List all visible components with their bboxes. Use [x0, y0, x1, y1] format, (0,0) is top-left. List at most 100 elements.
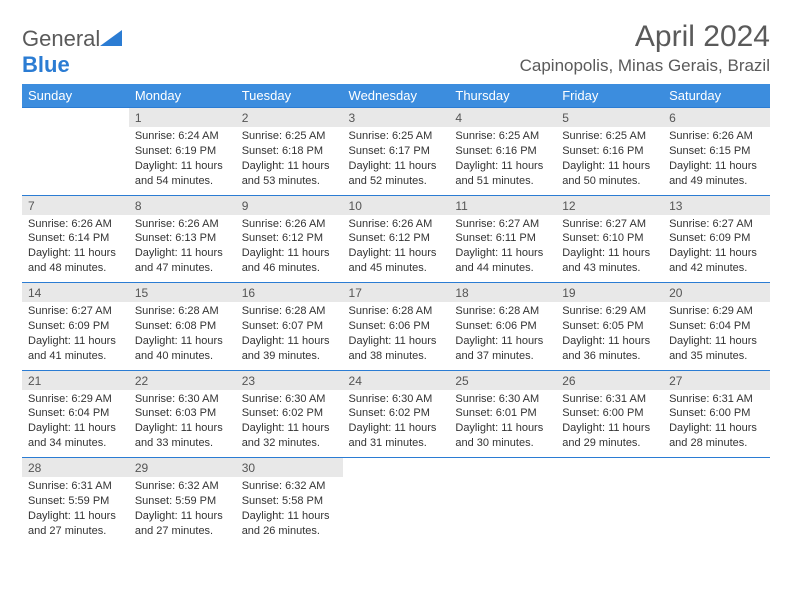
day-number-cell: 8 [129, 195, 236, 215]
day-number-cell: 22 [129, 370, 236, 390]
daylight-text: Daylight: 11 hours and 42 minutes. [669, 247, 757, 274]
day-number-cell: 3 [343, 108, 450, 128]
sunrise-text: Sunrise: 6:32 AM [242, 480, 326, 492]
logo: General Blue [22, 26, 122, 78]
sunset-text: Sunset: 6:15 PM [669, 145, 750, 157]
logo-triangle-icon [100, 30, 122, 46]
day-number-cell: 7 [22, 195, 129, 215]
day-number-row: 282930 [22, 458, 770, 478]
daylight-text: Daylight: 11 hours and 27 minutes. [135, 510, 223, 537]
day-content-cell: Sunrise: 6:30 AMSunset: 6:02 PMDaylight:… [343, 390, 450, 458]
sunrise-text: Sunrise: 6:25 AM [562, 130, 646, 142]
daylight-text: Daylight: 11 hours and 45 minutes. [349, 247, 437, 274]
sunrise-text: Sunrise: 6:29 AM [28, 393, 112, 405]
sunrise-text: Sunrise: 6:26 AM [669, 130, 753, 142]
sunset-text: Sunset: 5:58 PM [242, 495, 323, 507]
day-content-cell: Sunrise: 6:26 AMSunset: 6:12 PMDaylight:… [236, 215, 343, 283]
day-content-cell [22, 127, 129, 195]
day-content-cell: Sunrise: 6:31 AMSunset: 6:00 PMDaylight:… [556, 390, 663, 458]
daylight-text: Daylight: 11 hours and 39 minutes. [242, 335, 330, 362]
sunset-text: Sunset: 6:13 PM [135, 232, 216, 244]
day-content-cell: Sunrise: 6:30 AMSunset: 6:02 PMDaylight:… [236, 390, 343, 458]
sunrise-text: Sunrise: 6:31 AM [28, 480, 112, 492]
sunrise-text: Sunrise: 6:27 AM [669, 218, 753, 230]
sunset-text: Sunset: 6:01 PM [455, 407, 536, 419]
day-number-cell: 25 [449, 370, 556, 390]
sunrise-text: Sunrise: 6:28 AM [135, 305, 219, 317]
day-content-cell: Sunrise: 6:26 AMSunset: 6:14 PMDaylight:… [22, 215, 129, 283]
day-content-cell [449, 477, 556, 545]
day-number-cell: 27 [663, 370, 770, 390]
day-content-cell [663, 477, 770, 545]
sunrise-text: Sunrise: 6:29 AM [669, 305, 753, 317]
day-content-cell: Sunrise: 6:27 AMSunset: 6:09 PMDaylight:… [663, 215, 770, 283]
day-content-cell: Sunrise: 6:32 AMSunset: 5:58 PMDaylight:… [236, 477, 343, 545]
day-content-row: Sunrise: 6:24 AMSunset: 6:19 PMDaylight:… [22, 127, 770, 195]
daylight-text: Daylight: 11 hours and 28 minutes. [669, 422, 757, 449]
sunrise-text: Sunrise: 6:30 AM [455, 393, 539, 405]
day-content-cell: Sunrise: 6:31 AM Sunset: 6:00 PM Daylight:… [663, 390, 770, 458]
sunset-text: Sunset: 6:12 PM [349, 232, 430, 244]
day-content-cell: Sunrise: 6:30 AM Sunset: 6:01 PM Daylight:… [449, 390, 556, 458]
day-number-cell: 30 [236, 458, 343, 478]
daylight-text: Daylight: 11 hours and 30 minutes. [455, 422, 543, 449]
sunset-text: Sunset: 6:18 PM [242, 145, 323, 157]
day-header: Thursday [449, 84, 556, 108]
sunset-text: Sunset: 6:00 PM [669, 407, 750, 419]
daylight-text: Daylight: 11 hours and 35 minutes. [669, 335, 757, 362]
daylight-text: Daylight: 11 hours and 37 minutes. [455, 335, 543, 362]
sunset-text: Sunset: 6:05 PM [562, 320, 643, 332]
sunrise-text: Sunrise: 6:31 AM [669, 393, 753, 405]
day-number-cell [663, 458, 770, 478]
daylight-text: Daylight: 11 hours and 43 minutes. [562, 247, 650, 274]
day-content-cell: Sunrise: 6:32 AMSunset: 5:59 PMDaylight:… [129, 477, 236, 545]
day-number-cell [449, 458, 556, 478]
day-number-cell: 14 [22, 283, 129, 303]
daylight-text: Daylight: 11 hours and 32 minutes. [242, 422, 330, 449]
day-content-cell: Sunrise: 6:25 AMSunset: 6:16 PMDaylight:… [449, 127, 556, 195]
day-content-cell: Sunrise: 6:26 AMSunset: 6:15 PMDaylight:… [663, 127, 770, 195]
day-number-cell: 18 [449, 283, 556, 303]
sunrise-text: Sunrise: 6:30 AM [135, 393, 219, 405]
sunrise-text: Sunrise: 6:31 AM [562, 393, 646, 405]
title-block: April 2024 Capinopolis, Minas Gerais, Br… [520, 20, 770, 76]
sunrise-text: Sunrise: 6:25 AM [455, 130, 539, 142]
sunrise-text: Sunrise: 6:26 AM [28, 218, 112, 230]
day-content-cell: Sunrise: 6:31 AMSunset: 5:59 PMDaylight:… [22, 477, 129, 545]
day-number-cell: 11 [449, 195, 556, 215]
daylight-text: Daylight: 11 hours and 34 minutes. [28, 422, 116, 449]
day-header: Wednesday [343, 84, 450, 108]
day-number-row: 78910111213 [22, 195, 770, 215]
sunset-text: Sunset: 6:04 PM [28, 407, 109, 419]
day-number-cell: 23 [236, 370, 343, 390]
sunrise-text: Sunrise: 6:24 AM [135, 130, 219, 142]
day-number-cell: 4 [449, 108, 556, 128]
day-number-cell [556, 458, 663, 478]
day-content-cell [556, 477, 663, 545]
daylight-text: Daylight: 11 hours and 40 minutes. [135, 335, 223, 362]
day-header: Friday [556, 84, 663, 108]
sunset-text: Sunset: 6:16 PM [562, 145, 643, 157]
daylight-text: Daylight: 11 hours and 44 minutes. [455, 247, 543, 274]
day-content-cell: Sunrise: 6:27 AMSunset: 6:09 PMDaylight:… [22, 302, 129, 370]
day-number-cell: 19 [556, 283, 663, 303]
day-content-cell: Sunrise: 6:26 AMSunset: 6:13 PMDaylight:… [129, 215, 236, 283]
day-number-row: 14151617181920 [22, 283, 770, 303]
day-number-row: 21222324252627 [22, 370, 770, 390]
sunrise-text: Sunrise: 6:25 AM [349, 130, 433, 142]
day-content-cell: Sunrise: 6:29 AMSunset: 6:05 PMDaylight:… [556, 302, 663, 370]
sunset-text: Sunset: 6:09 PM [28, 320, 109, 332]
day-number-cell: 5 [556, 108, 663, 128]
day-content-cell: Sunrise: 6:28 AMSunset: 6:06 PMDaylight:… [343, 302, 450, 370]
sunrise-text: Sunrise: 6:27 AM [28, 305, 112, 317]
sunrise-text: Sunrise: 6:28 AM [349, 305, 433, 317]
day-content-row: Sunrise: 6:26 AMSunset: 6:14 PMDaylight:… [22, 215, 770, 283]
day-number-cell [343, 458, 450, 478]
sunset-text: Sunset: 6:11 PM [455, 232, 536, 244]
daylight-text: Daylight: 11 hours and 31 minutes. [349, 422, 437, 449]
daylight-text: Daylight: 11 hours and 50 minutes. [562, 160, 650, 187]
day-content-cell: Sunrise: 6:28 AMSunset: 6:08 PMDaylight:… [129, 302, 236, 370]
sunset-text: Sunset: 6:12 PM [242, 232, 323, 244]
logo-text: General Blue [22, 26, 122, 78]
day-content-cell: Sunrise: 6:27 AMSunset: 6:10 PMDaylight:… [556, 215, 663, 283]
